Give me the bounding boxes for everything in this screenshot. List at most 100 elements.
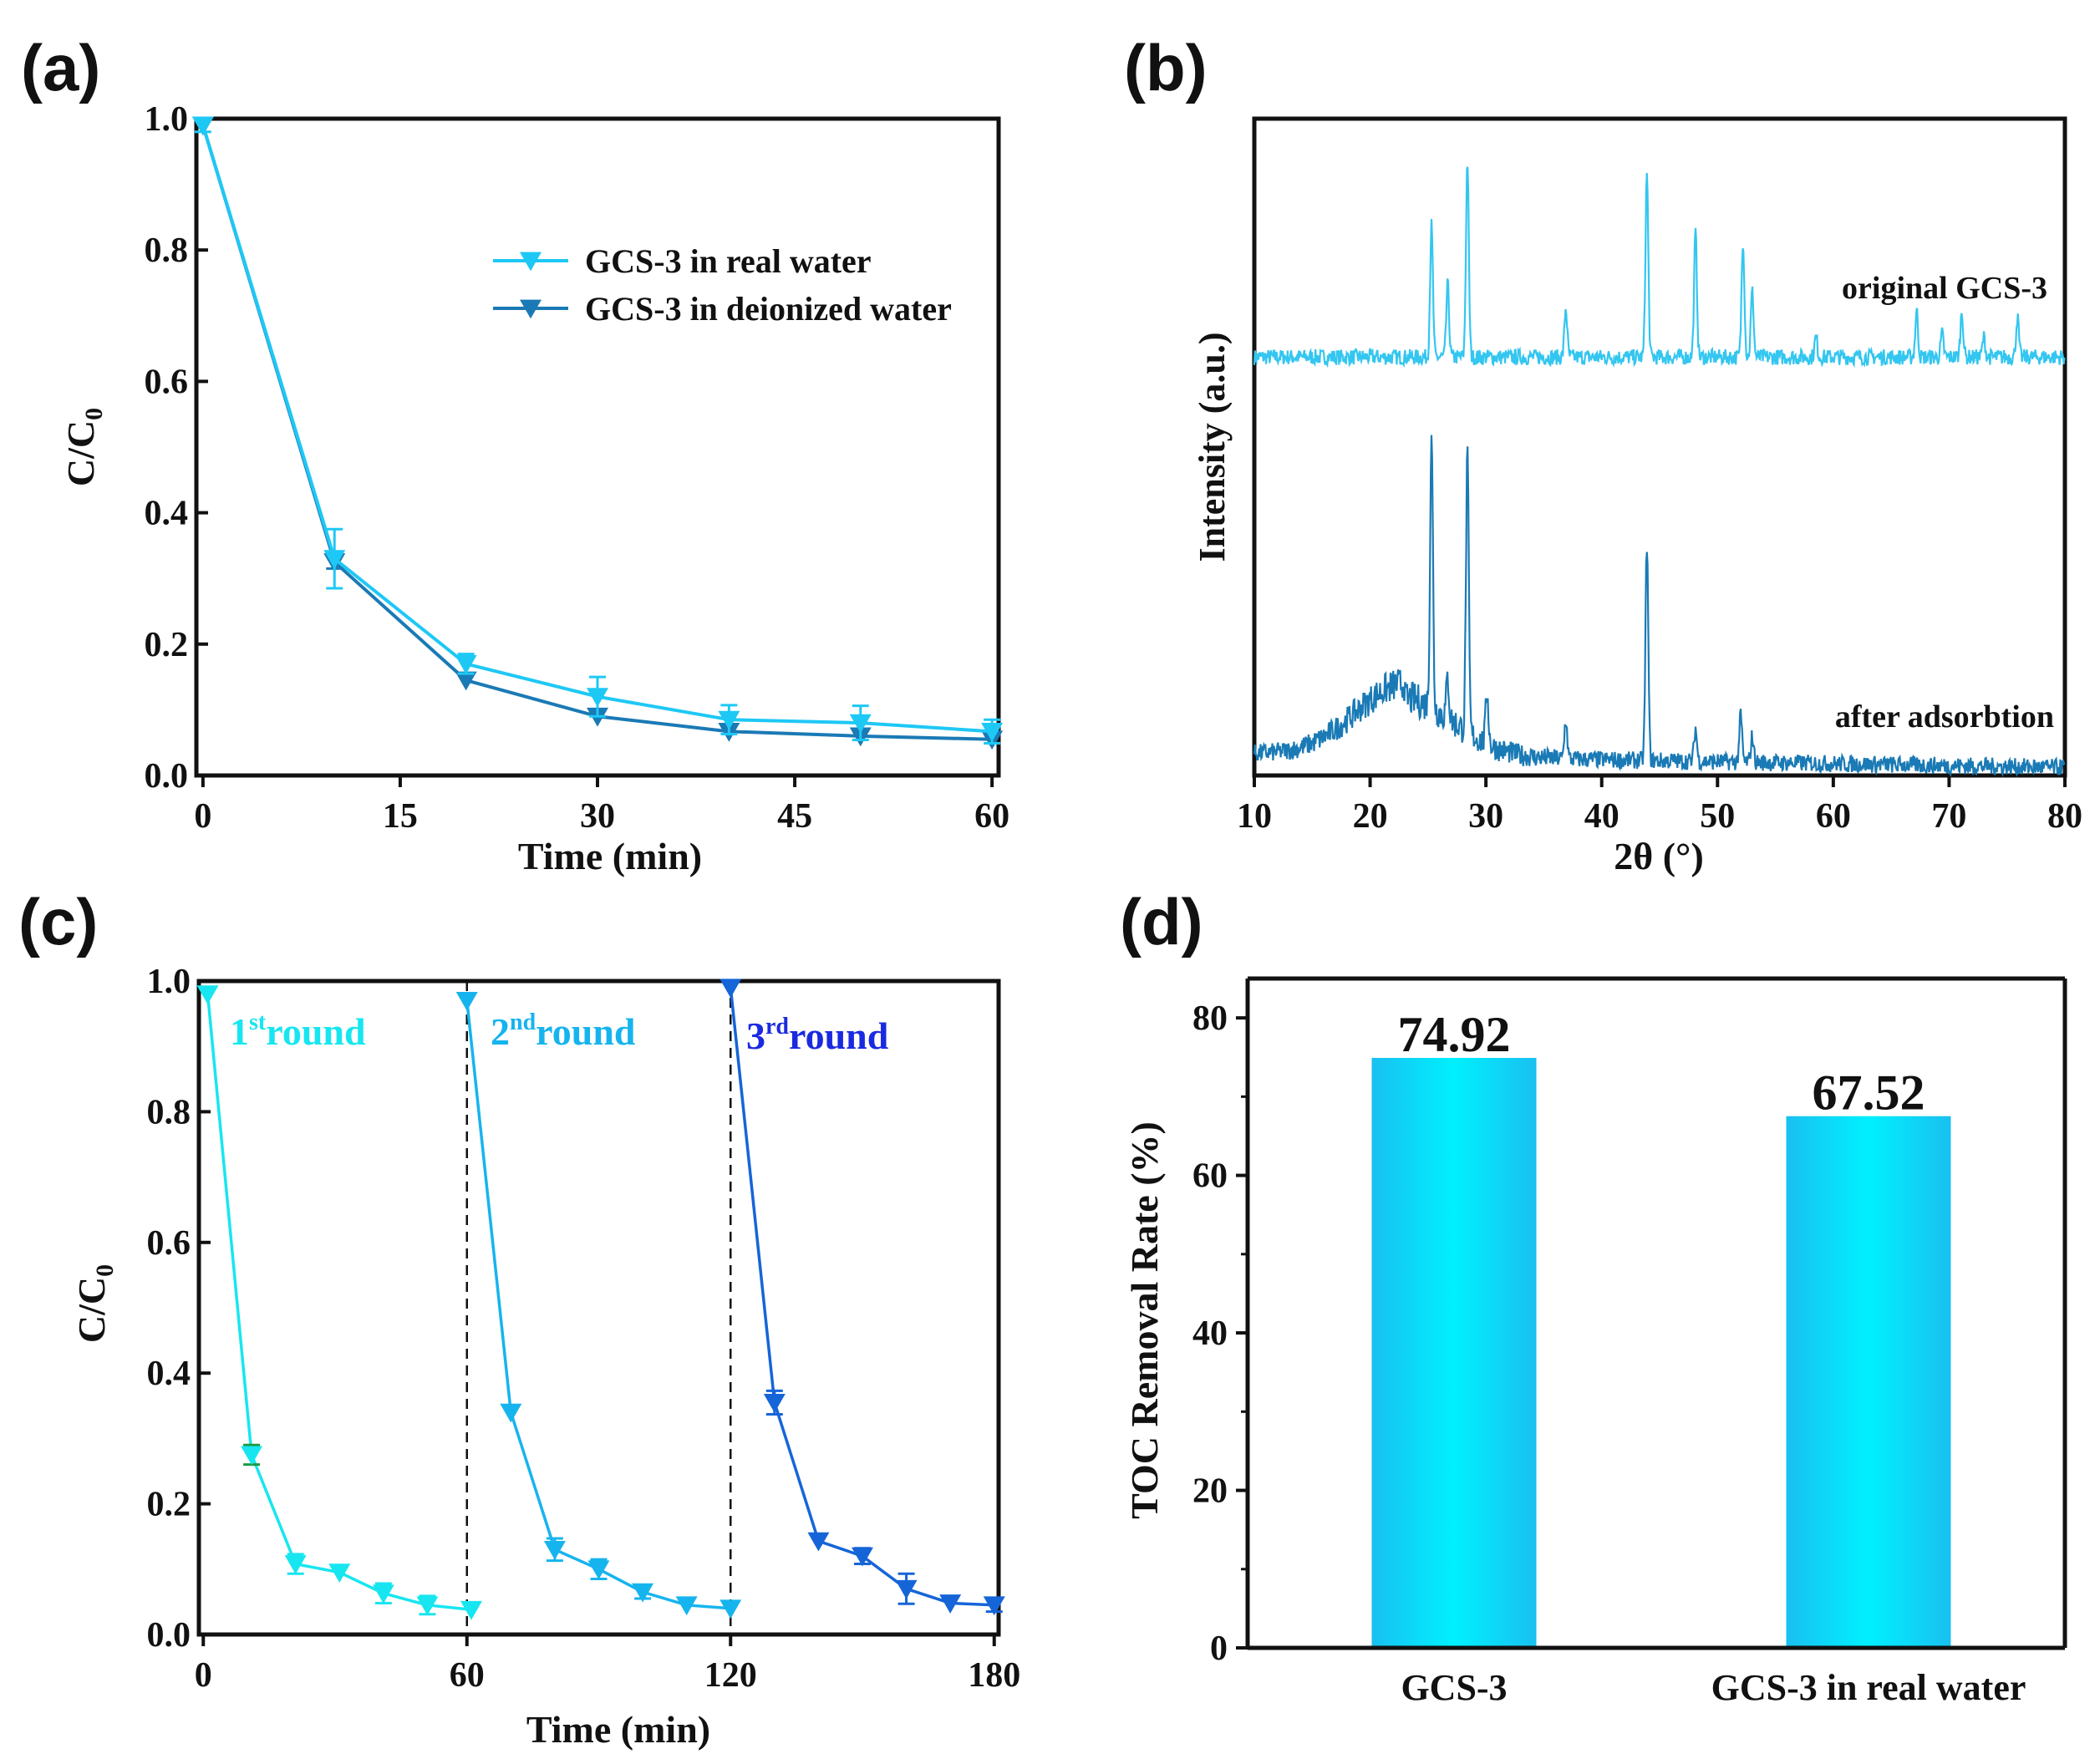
series-label-original: original GCS-3	[1842, 271, 2047, 306]
panel-label-b: (b)	[1124, 31, 1208, 104]
x-tick-label: 180	[968, 1656, 1020, 1695]
data-point-marker	[520, 252, 542, 272]
x-category-label: GCS-3	[1401, 1667, 1507, 1708]
data-point-marker	[328, 1563, 351, 1584]
data-point-marker	[807, 1532, 830, 1552]
y-tick-label: 40	[1192, 1314, 1228, 1353]
x-tick-label: 30	[1468, 797, 1503, 836]
x-tick-label: 120	[704, 1656, 757, 1695]
data-point-marker	[587, 688, 608, 708]
data-point-marker	[675, 1596, 698, 1616]
y-tick-label: 0.8	[145, 231, 189, 270]
data-point-marker	[763, 1393, 786, 1413]
data-point-marker	[372, 1584, 394, 1604]
y-tick-label: 80	[1192, 999, 1228, 1038]
x-tick-label: 60	[974, 797, 1009, 836]
x-tick-label: 60	[450, 1656, 485, 1695]
round-label: 1stround	[230, 1009, 366, 1053]
y-tick-label: 60	[1192, 1157, 1228, 1196]
data-point-marker	[719, 979, 742, 999]
y-axis-label: C/C0	[70, 1264, 119, 1343]
x-tick-label: 0	[194, 797, 211, 836]
plot-frame	[1252, 116, 2067, 778]
x-tick-label: 10	[1237, 797, 1272, 836]
bar	[1371, 1057, 1537, 1648]
data-point-marker	[191, 116, 214, 136]
data-point-marker	[455, 671, 477, 691]
legend-label: GCS-3 in deionized water	[585, 290, 952, 328]
data-point-marker	[455, 992, 478, 1011]
y-tick-label: 0.6	[145, 363, 189, 401]
x-tick-label: 0	[195, 1656, 212, 1695]
series-line	[465, 1000, 731, 1610]
x-tick-label: 70	[1931, 797, 1966, 836]
xrd-pattern-after	[1253, 435, 2066, 778]
data-point-marker	[416, 1596, 439, 1616]
y-tick-label: 0.6	[147, 1224, 191, 1263]
x-tick-label: 50	[1700, 797, 1735, 836]
series-line	[729, 987, 994, 1607]
series-line	[201, 125, 993, 734]
y-tick-label: 0.8	[147, 1093, 191, 1131]
data-point-marker	[241, 1446, 263, 1466]
x-axis-label: Time (min)	[526, 1708, 710, 1751]
data-point-marker	[500, 1403, 522, 1423]
data-point-marker	[851, 1547, 873, 1567]
y-tick-label: 0.0	[145, 757, 189, 796]
y-tick-label: 0.2	[147, 1486, 191, 1524]
x-tick-label: 40	[1584, 797, 1619, 836]
y-tick-label: 1.0	[145, 100, 189, 139]
xrd-pattern-original	[1253, 166, 2066, 369]
y-tick-label: 0	[1210, 1629, 1228, 1668]
round-label: 2ndround	[491, 1009, 636, 1053]
y-axis-label: Intensity (a.u.)	[1192, 332, 1233, 562]
x-tick-label: 45	[777, 797, 812, 836]
panel-label-c: (c)	[18, 885, 98, 958]
y-tick-label: 20	[1192, 1472, 1228, 1511]
legend-label: GCS-3 in real water	[585, 242, 872, 280]
chart-c-cycles: 0.0 0.2 0.4 0.6 0.8 1.0 0 60 120 180 Time (min) C/C…	[70, 963, 1020, 1751]
x-axis-label: Time (min)	[518, 835, 702, 877]
bar-value-label: 74.92	[1398, 1007, 1511, 1062]
data-point-marker	[284, 1555, 307, 1574]
chart-d-toc-bars: 74.92 GCS-3 67.52 GCS-3 in real water 0 20 40 6…	[1123, 976, 2067, 1708]
x-tick-label: 60	[1816, 797, 1851, 836]
panel-label-d: (d)	[1120, 885, 1203, 958]
bar	[1786, 1116, 1951, 1648]
data-point-marker	[849, 714, 872, 734]
chart-b-xrd: 10 20 30 40 50 60 70 80 2θ (°) Intensity (a.u.) or…	[1192, 116, 2082, 877]
data-point-marker	[520, 299, 542, 319]
x-tick-label: 20	[1353, 797, 1388, 836]
data-point-marker	[587, 1560, 610, 1580]
y-axis-label: TOC Removal Rate (%)	[1123, 1121, 1166, 1519]
x-tick-label: 80	[2047, 797, 2082, 836]
series-line	[201, 125, 993, 741]
plot-frame	[196, 979, 1001, 1637]
round-label: 3rdround	[746, 1014, 889, 1057]
data-point-marker	[196, 985, 219, 1004]
data-point-marker	[981, 722, 1004, 742]
data-point-marker	[718, 710, 740, 730]
x-axis-label: 2θ (°)	[1614, 835, 1704, 877]
data-point-marker	[719, 1599, 742, 1619]
y-tick-label: 1.0	[147, 963, 191, 1001]
chart-a-degradation: 0.0 0.2 0.4 0.6 0.8 1.0 0 15 30 45 60 Time (min) C/C…	[59, 100, 1009, 877]
data-point-marker	[455, 654, 477, 674]
data-point-marker	[895, 1579, 918, 1599]
panel-label-a: (a)	[21, 31, 100, 104]
data-point-marker	[460, 1600, 483, 1620]
y-tick-label: 0.4	[147, 1355, 191, 1393]
data-point-marker	[983, 1596, 1005, 1616]
bar-value-label: 67.52	[1813, 1065, 1925, 1121]
data-point-marker	[632, 1583, 654, 1603]
y-tick-label: 0.2	[145, 626, 189, 664]
y-tick-label: 0.4	[145, 495, 189, 533]
data-point-marker	[543, 1540, 566, 1560]
x-tick-label: 30	[580, 797, 615, 836]
series-line	[206, 994, 472, 1612]
x-category-label: GCS-3 in real water	[1711, 1667, 2026, 1708]
x-tick-label: 15	[383, 797, 418, 836]
data-point-marker	[323, 550, 346, 569]
data-point-marker	[939, 1594, 962, 1614]
